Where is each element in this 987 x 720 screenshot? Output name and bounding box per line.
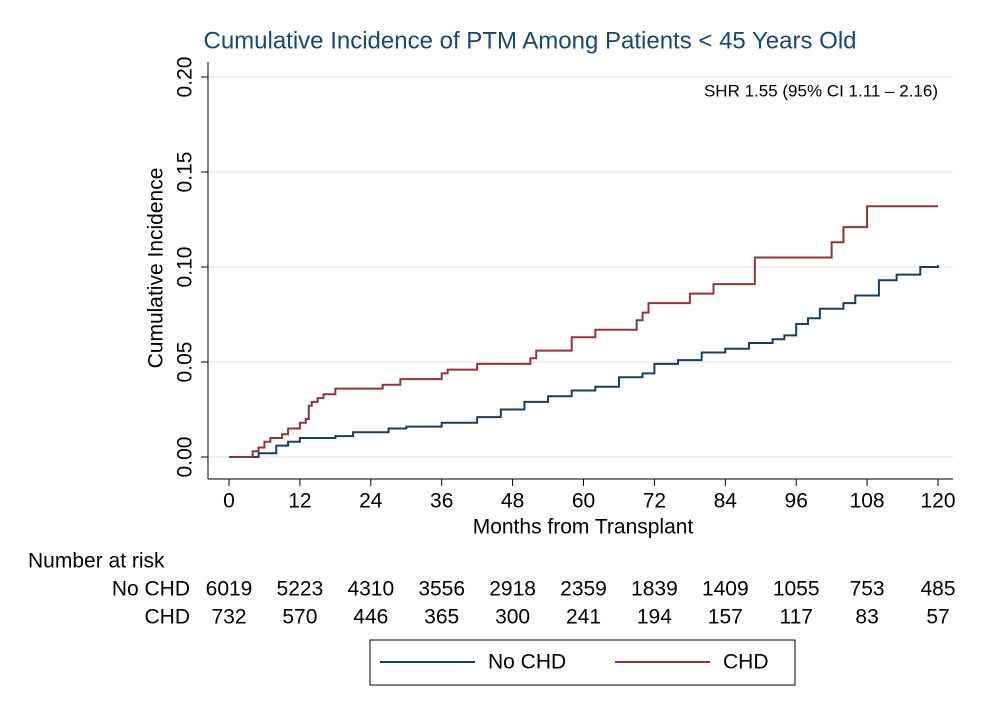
x-tick-label: 108 [850,490,885,513]
risk-value: 5223 [277,578,324,601]
risk-row-label: CHD [145,606,191,629]
risk-value: 6019 [206,578,253,601]
y-tick-label: 0.20 [174,57,197,98]
risk-value: 1839 [631,578,678,601]
risk-value: 2918 [489,578,536,601]
risk-value: 194 [637,606,672,629]
risk-value: 1055 [773,578,820,601]
y-tick-label: 0.00 [174,437,197,478]
risk-value: 57 [926,606,949,629]
legend-label: No CHD [488,651,566,674]
risk-value: 1409 [702,578,749,601]
legend-label: CHD [723,651,769,674]
y-tick-label: 0.15 [174,152,197,193]
x-tick-label: 0 [223,490,235,513]
risk-value: 570 [282,606,317,629]
risk-value: 365 [424,606,459,629]
risk-value: 83 [855,606,878,629]
risk-value: 485 [920,578,955,601]
y-tick-label: 0.10 [174,247,197,288]
risk-value: 157 [708,606,743,629]
risk-value: 117 [779,606,812,629]
series-line [229,205,938,458]
risk-row-label: No CHD [112,578,190,601]
x-tick-label: 120 [920,490,955,513]
x-tick-label: 12 [288,490,311,513]
risk-value: 753 [850,578,885,601]
risk-title: Number at risk [28,550,165,573]
y-axis-label: Cumulative Incidence [145,168,168,369]
x-tick-label: 84 [714,490,738,513]
x-tick-label: 60 [572,490,595,513]
x-tick-label: 96 [785,490,808,513]
risk-value: 446 [353,606,388,629]
x-tick-label: 24 [359,490,383,513]
risk-value: 3556 [418,578,465,601]
chart-title: Cumulative Incidence of PTM Among Patien… [203,27,856,54]
risk-value: 300 [495,606,530,629]
risk-value: 4310 [347,578,394,601]
x-axis-label: Months from Transplant [473,516,694,539]
x-tick-label: 72 [643,490,666,513]
series-line [229,265,939,458]
x-tick-label: 36 [430,490,453,513]
risk-value: 241 [566,606,601,629]
risk-value: 2359 [560,578,607,601]
x-tick-label: 48 [501,490,524,513]
legend-box [369,639,796,686]
annotation: SHR 1.55 (95% CI 1.11 – 2.16) [704,81,938,100]
y-tick-label: 0.05 [174,342,197,383]
risk-value: 732 [211,606,246,629]
